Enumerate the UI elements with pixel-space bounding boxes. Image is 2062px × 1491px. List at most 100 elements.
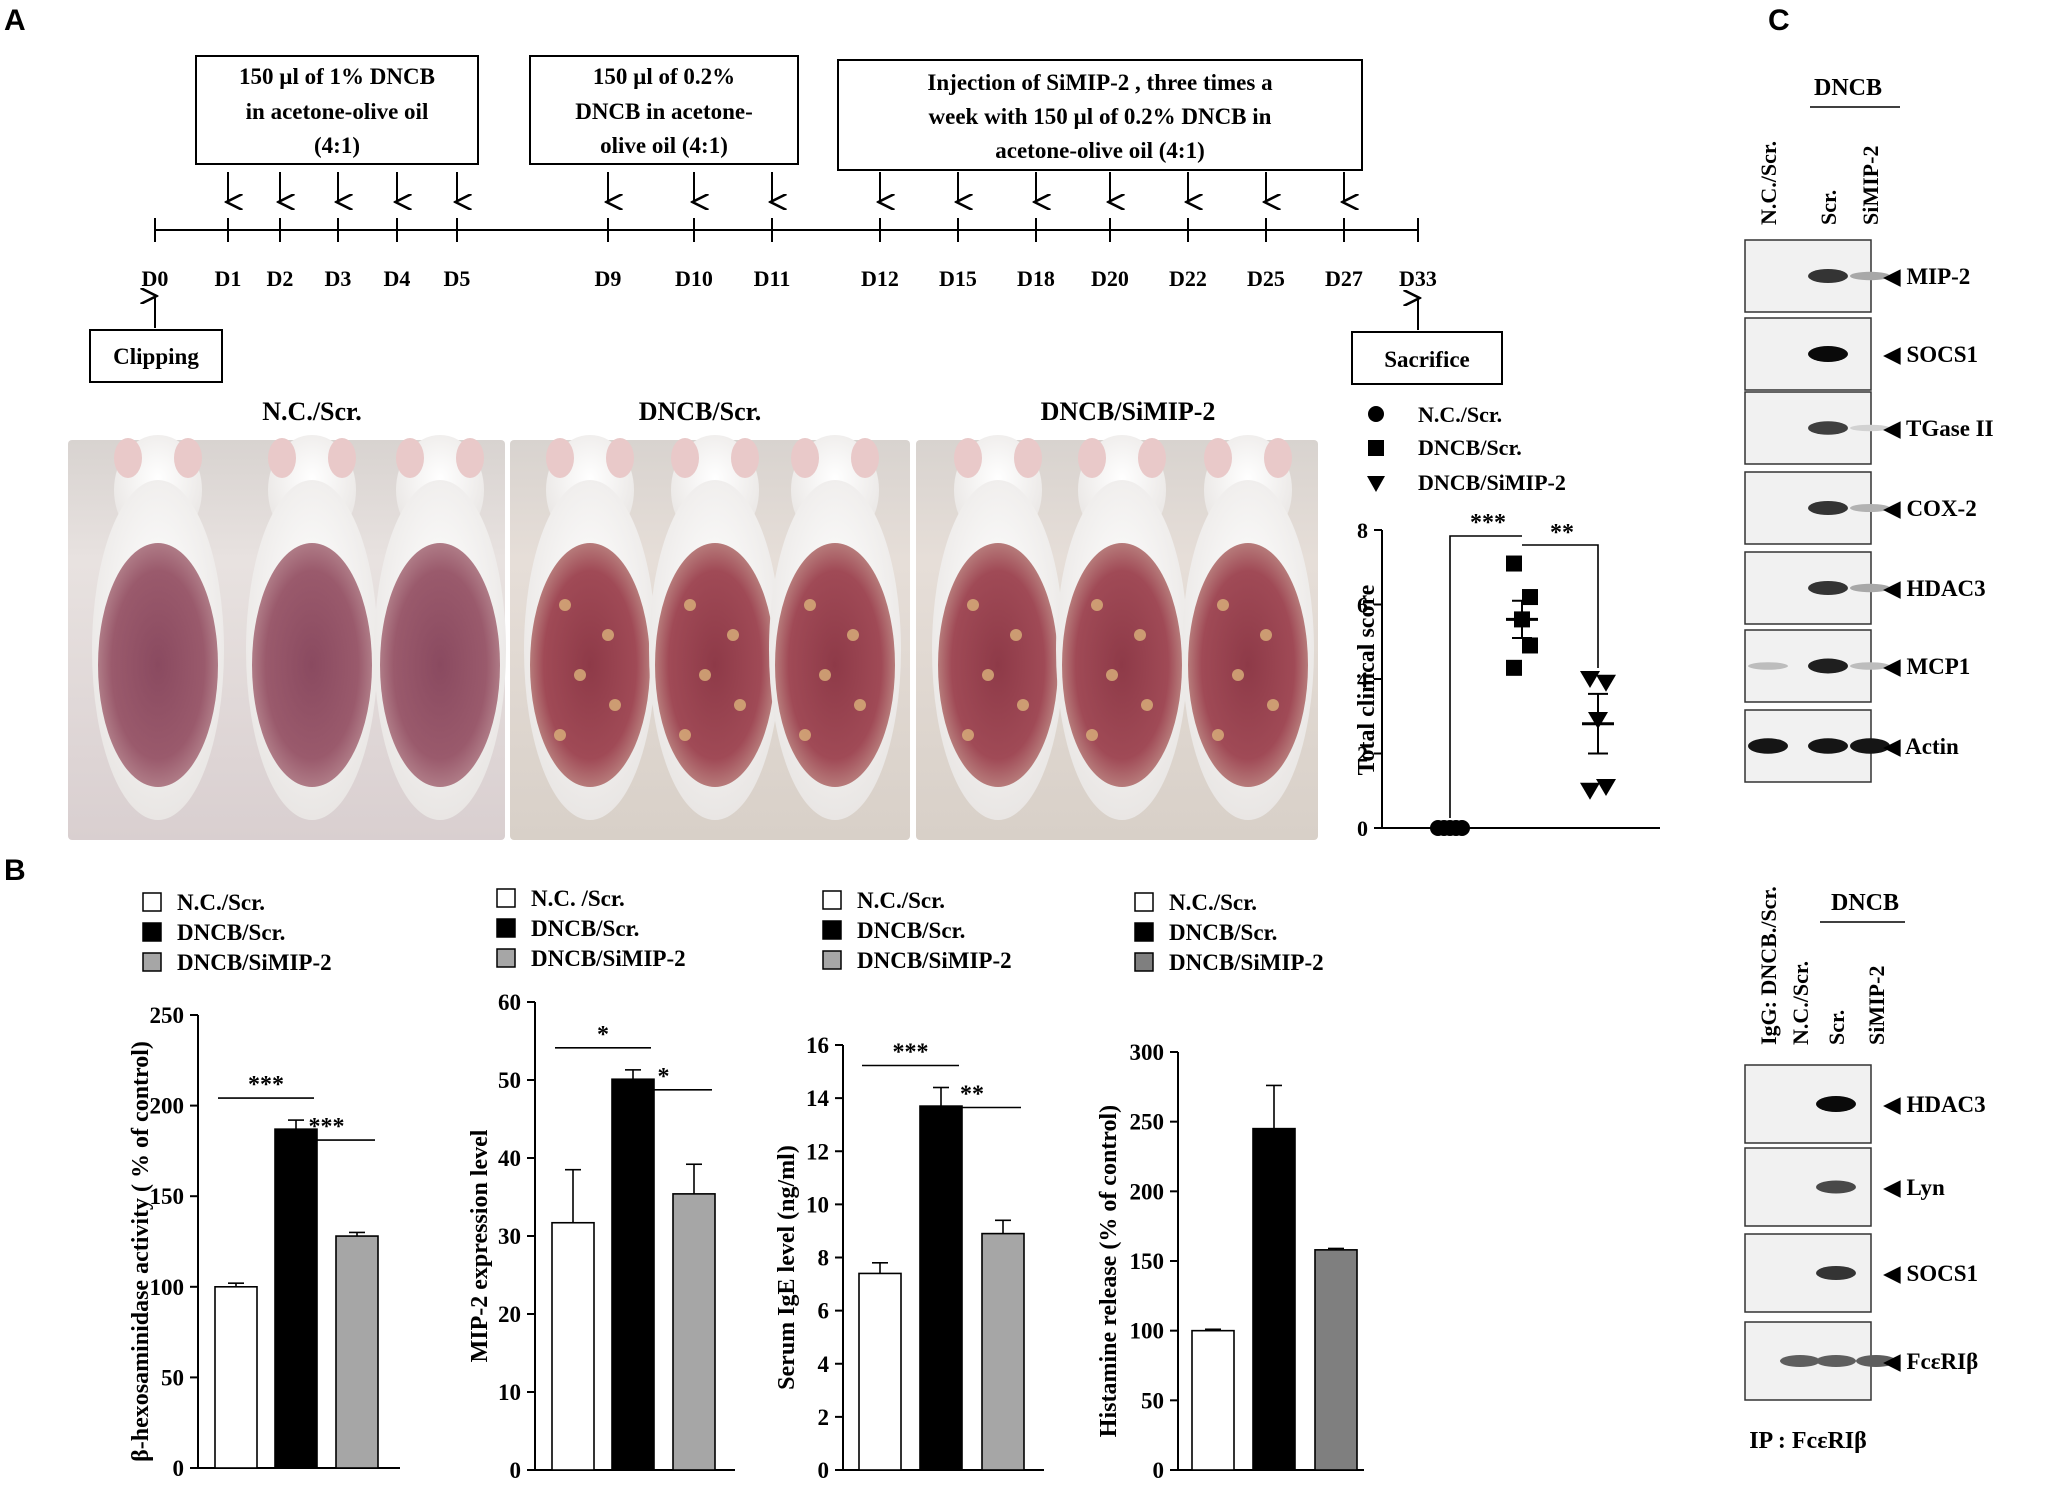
- score-y-label: Total clinical score: [1354, 584, 1380, 775]
- timeline-box-3-line-3: acetone-olive oil (4:1): [995, 138, 1204, 163]
- timeline-box-2: 150 µl of 0.2% DNCB in acetone- olive oi…: [529, 55, 799, 165]
- bar-sig-label: *: [597, 1022, 609, 1048]
- timeline-day-D4: D4: [384, 266, 411, 291]
- bar-y-tick-label: 12: [806, 1139, 829, 1164]
- skin-lesion: [559, 599, 571, 611]
- blot-lane-label: Scr.: [1824, 1010, 1849, 1045]
- blot-row-label: ◀ MIP-2: [1883, 264, 1970, 289]
- skin-lesion: [962, 729, 974, 741]
- blot-band: [1808, 501, 1848, 515]
- blot-band: [1780, 1355, 1820, 1367]
- blot-row-label: ◀ MCP1: [1883, 654, 1970, 679]
- timeline-day-D15: D15: [939, 266, 977, 291]
- bar-legend-swatch: [496, 888, 516, 908]
- mouse-ear: [606, 438, 634, 478]
- timeline-day-D22: D22: [1169, 266, 1207, 291]
- bar-y-tick-label: 250: [150, 1003, 185, 1028]
- blot-band: [1748, 738, 1788, 754]
- bar-y-label: β-hexosaminidase activity ( % of control…: [128, 1041, 154, 1462]
- bar-legend-swatch: [142, 952, 162, 972]
- timeline-day-D5: D5: [444, 266, 471, 291]
- sacrifice-label: Sacrifice: [1384, 347, 1470, 372]
- timeline-day-D25: D25: [1247, 266, 1285, 291]
- skin-lesion: [1260, 629, 1272, 641]
- timeline-box-2-line-2: DNCB in acetone-: [575, 99, 753, 124]
- mouse-ear: [174, 438, 202, 478]
- bar-y-tick-label: 8: [818, 1246, 830, 1271]
- bar-y-tick-label: 60: [498, 990, 521, 1015]
- blot-band: [1850, 662, 1890, 670]
- timeline-box-3-line-1: Injection of SiMIP-2 , three times a: [927, 70, 1273, 95]
- mouse-shaved-skin: [775, 543, 895, 787]
- bar-legend-swatch: [142, 922, 162, 942]
- mouse-ear: [731, 438, 759, 478]
- skin-lesion: [574, 669, 586, 681]
- blot-band: [1808, 269, 1848, 283]
- mouse-ear: [328, 438, 356, 478]
- score-sig-bracket-1: [1449, 535, 1522, 818]
- timeline-arrows: [228, 172, 1344, 202]
- skin-lesion: [699, 669, 711, 681]
- blot-band: [1808, 581, 1848, 595]
- skin-lesion: [982, 669, 994, 681]
- bar-sig-label: ***: [893, 1040, 929, 1066]
- skin-lesion: [1017, 699, 1029, 711]
- blot-band: [1816, 1180, 1856, 1194]
- timeline-day-D1: D1: [215, 266, 242, 291]
- timeline-box-1-line-2: in acetone-olive oil: [246, 99, 429, 124]
- bar-sig-label: ***: [309, 1114, 345, 1140]
- skin-lesion: [1267, 699, 1279, 711]
- mouse-ear: [1264, 438, 1292, 478]
- bar: [672, 1193, 716, 1471]
- timeline-box-3-line-2: week with 150 µl of 0.2% DNCB in: [929, 104, 1272, 129]
- bar-legend-label: DNCB/SiMIP-2: [1169, 950, 1324, 975]
- bar: [1191, 1329, 1235, 1471]
- bar-y-tick-label: 14: [806, 1086, 830, 1111]
- blot-band: [1816, 1266, 1856, 1280]
- score-point: [1596, 779, 1616, 797]
- bar-y-tick-label: 150: [150, 1184, 185, 1209]
- blot-band: [1850, 504, 1890, 512]
- bar-legend-label: DNCB/Scr.: [857, 918, 965, 943]
- blot-row-label: ◀ TGase II: [1883, 416, 1994, 441]
- bar-y-tick-label: 250: [1130, 1110, 1165, 1135]
- skin-lesion: [602, 629, 614, 641]
- score-y-tick-label: 2: [1357, 742, 1368, 767]
- skin-lesion: [804, 599, 816, 611]
- score-y-tick-label: 4: [1357, 667, 1368, 692]
- bar-y-tick-label: 200: [150, 1094, 185, 1119]
- bar: [274, 1128, 318, 1469]
- score-point: [1506, 659, 1522, 676]
- timeline-day-D11: D11: [754, 266, 791, 291]
- bar-y-tick-label: 30: [498, 1224, 521, 1249]
- mouse-ear: [456, 438, 484, 478]
- mouse-shaved-skin: [1188, 543, 1308, 787]
- mouse-shaved-skin: [252, 543, 372, 787]
- blot-row-label: ◀ SOCS1: [1883, 342, 1978, 367]
- blot-band: [1816, 1355, 1856, 1367]
- score-y-tick-label: 8: [1357, 518, 1368, 543]
- skin-lesion: [727, 629, 739, 641]
- bar: [858, 1272, 902, 1471]
- bar: [214, 1286, 258, 1469]
- bar-y-tick-label: 200: [1130, 1179, 1165, 1204]
- mouse-ear: [1138, 438, 1166, 478]
- bar-legend-label: DNCB/Scr.: [1169, 920, 1277, 945]
- skin-lesion: [734, 699, 746, 711]
- mouse-ear: [671, 438, 699, 478]
- bar-y-tick-label: 50: [161, 1365, 184, 1390]
- score-point: [1580, 671, 1600, 688]
- blot-band: [1850, 738, 1890, 754]
- skin-lesion: [1106, 669, 1118, 681]
- timeline-box-1-line-1: 150 µl of 1% DNCB: [239, 64, 435, 89]
- mouse-shaved-skin: [380, 543, 500, 787]
- blot-lane-label: SiMIP-2: [1864, 966, 1889, 1045]
- blot-group-label: DNCB: [1814, 75, 1882, 101]
- bar: [981, 1232, 1025, 1471]
- skin-lesion: [819, 669, 831, 681]
- blot-row-label: ◀ FcεRIβ: [1883, 1349, 1978, 1374]
- blot-lane-label: IgG: DNCB./Scr.: [1756, 886, 1781, 1045]
- mouse-ear: [546, 438, 574, 478]
- score-point: [1506, 555, 1522, 572]
- bar-legend-swatch: [822, 950, 842, 970]
